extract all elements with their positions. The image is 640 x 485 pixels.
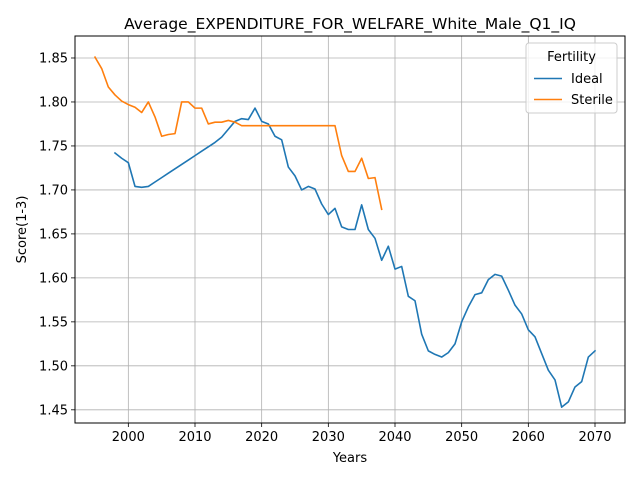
y-axis-label: Score(1-3) xyxy=(15,196,30,264)
x-tick-label: 2060 xyxy=(512,430,545,445)
x-tick-label: 2020 xyxy=(245,430,278,445)
x-tick-label: 2030 xyxy=(312,430,345,445)
legend-label-ideal: Ideal xyxy=(571,72,603,87)
y-tick-label: 1.45 xyxy=(39,403,68,418)
chart-title: Average_EXPENDITURE_FOR_WELFARE_White_Ma… xyxy=(124,15,576,34)
series-line-ideal xyxy=(113,107,597,408)
y-tick-label: 1.60 xyxy=(39,271,68,286)
legend-box xyxy=(525,42,618,114)
y-axis-ticks: 1.45 1.50 1.55 1.60 1.65 1.70 1.75 1.80 1.85 xyxy=(39,51,75,418)
y-tick-label: 1.85 xyxy=(39,51,68,66)
x-tick-label: 2040 xyxy=(378,430,411,445)
y-tick-label: 1.65 xyxy=(39,227,68,242)
legend-entries: Ideal Sterile xyxy=(534,72,613,108)
y-tick-label: 1.70 xyxy=(39,183,68,198)
legend-title: Fertility xyxy=(547,50,596,65)
x-tick-label: 2000 xyxy=(112,430,145,445)
plot-area-frame xyxy=(74,35,626,424)
x-tick-label: 2070 xyxy=(578,430,611,445)
legend-label-sterile: Sterile xyxy=(571,93,613,108)
series-lines xyxy=(93,56,597,408)
x-axis-ticks: 2000 2010 2020 2030 2040 2050 2060 2070 xyxy=(112,423,612,445)
x-tick-label: 2010 xyxy=(178,430,211,445)
y-tick-label: 1.75 xyxy=(39,139,68,154)
x-tick-label: 2050 xyxy=(445,430,478,445)
y-tick-label: 1.55 xyxy=(39,315,68,330)
series-line-sterile xyxy=(93,56,383,211)
legend: Fertility Ideal Sterile xyxy=(525,42,618,114)
x-axis-label: Years xyxy=(332,451,368,466)
y-tick-label: 1.80 xyxy=(39,95,68,110)
y-tick-label: 1.50 xyxy=(39,359,68,374)
